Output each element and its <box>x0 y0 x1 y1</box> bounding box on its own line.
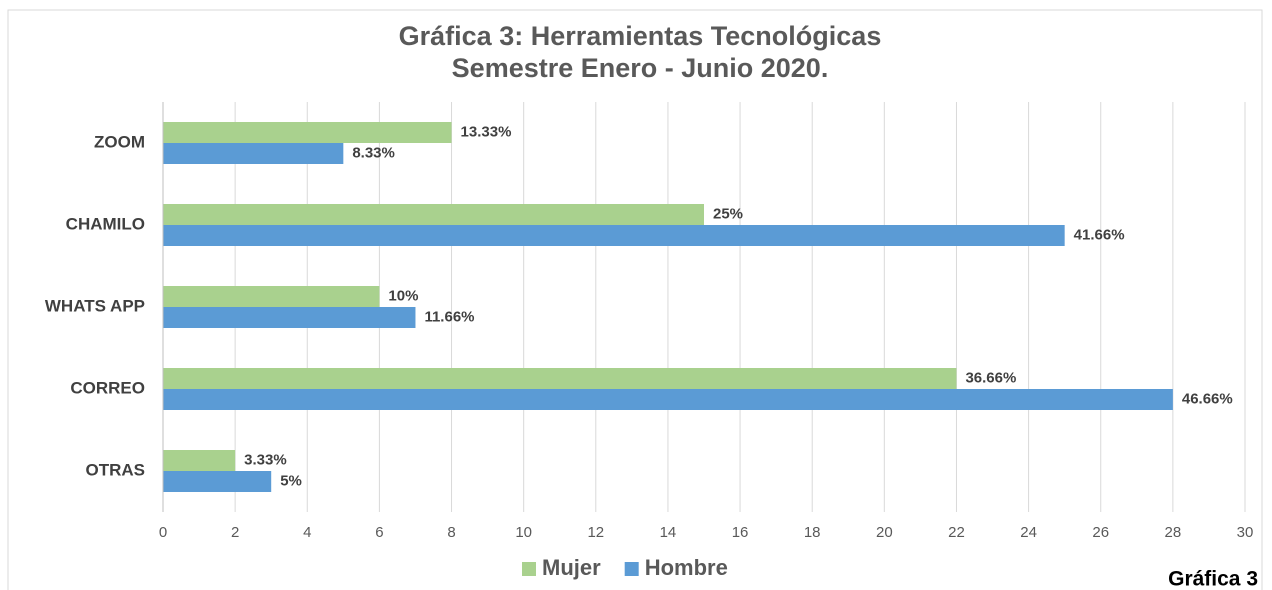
value-label: 8.33% <box>352 144 395 161</box>
bar <box>163 368 957 389</box>
value-label: 25% <box>713 205 743 222</box>
x-tick-label: 26 <box>1092 524 1109 541</box>
value-label: 3.33% <box>244 451 287 468</box>
x-tick-label: 24 <box>1020 524 1037 541</box>
bar <box>163 143 344 164</box>
x-tick-label: 2 <box>231 524 239 541</box>
legend-label: Mujer <box>542 555 601 580</box>
x-tick-label: 20 <box>876 524 893 541</box>
x-tick-label: 18 <box>804 524 821 541</box>
y-tick-label: CHAMILO <box>66 214 145 233</box>
x-tick-label: 8 <box>447 524 455 541</box>
value-label: 11.66% <box>424 308 474 325</box>
y-tick-label: OTRAS <box>86 460 146 479</box>
bar <box>163 122 452 143</box>
legend-label: Hombre <box>645 555 728 580</box>
y-tick-label: CORREO <box>70 378 145 397</box>
value-label: 5% <box>280 472 302 489</box>
bar <box>163 204 704 225</box>
legend-swatch <box>522 562 536 576</box>
value-label: 41.66% <box>1074 226 1125 243</box>
x-tick-label: 30 <box>1237 524 1254 541</box>
chart-subtitle: Semestre Enero - Junio 2020. <box>452 53 829 83</box>
x-tick-label: 16 <box>732 524 749 541</box>
value-label: 10% <box>388 287 418 304</box>
x-tick-label: 10 <box>515 524 532 541</box>
bar <box>163 450 236 471</box>
legend-swatch <box>624 562 639 576</box>
chart-title: Gráfica 3: Herramientas Tecnológicas <box>399 21 882 51</box>
value-label: 36.66% <box>965 369 1016 386</box>
bar <box>163 389 1173 410</box>
bar <box>163 307 416 328</box>
x-tick-label: 12 <box>587 524 604 541</box>
y-tick-label: WHATS APP <box>45 296 145 315</box>
x-tick-label: 14 <box>660 524 677 541</box>
bar <box>163 471 272 492</box>
x-tick-label: 4 <box>303 524 311 541</box>
x-tick-label: 28 <box>1165 524 1182 541</box>
bar <box>163 225 1065 246</box>
chart-frame <box>7 9 1263 590</box>
x-tick-label: 6 <box>375 524 383 541</box>
y-tick-label: ZOOM <box>94 132 145 151</box>
caption: Gráfica 3 <box>1168 568 1258 590</box>
bar <box>163 286 380 307</box>
x-tick-label: 22 <box>948 524 965 541</box>
x-tick-label: 0 <box>159 524 167 541</box>
value-label: 46.66% <box>1182 390 1233 407</box>
value-label: 13.33% <box>461 123 512 140</box>
